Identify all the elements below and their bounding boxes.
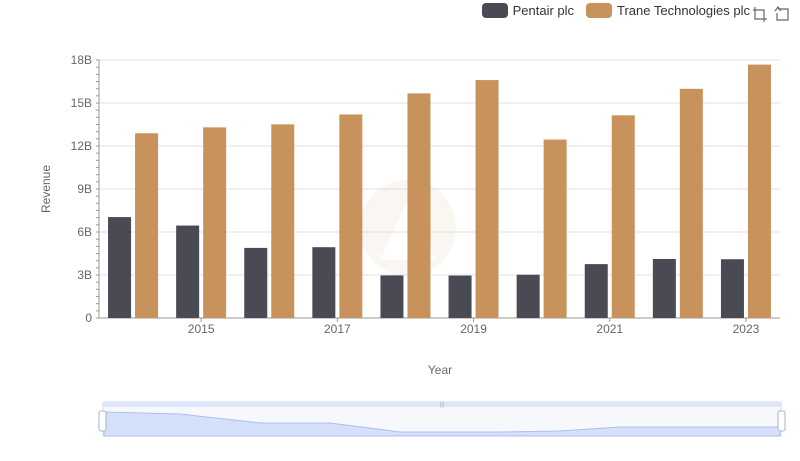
restore-icon[interactable]	[774, 6, 790, 22]
bar-pentair-2017[interactable]	[312, 247, 336, 318]
x-tick-label: 2017	[324, 322, 351, 336]
x-tick-label: 2021	[596, 322, 623, 336]
zoom-handle-right[interactable]	[777, 410, 786, 432]
bars	[108, 64, 771, 319]
y-tick-label: 0	[85, 311, 92, 325]
legend-item-pentair[interactable]: Pentair plc	[481, 3, 575, 18]
bar-pentair-2020[interactable]	[516, 274, 540, 318]
bar-pentair-2014[interactable]	[108, 217, 132, 318]
legend-item-trane[interactable]: Trane Technologies plc	[586, 3, 750, 18]
legend-swatch	[481, 3, 508, 18]
x-tick-label: 2023	[733, 322, 760, 336]
bar-trane-2018[interactable]	[407, 93, 431, 318]
y-axis: 0 3B 6B 9B 12B 15B 18B	[71, 53, 100, 325]
bar-pentair-2023[interactable]	[720, 259, 744, 318]
y-tick-label: 18B	[71, 53, 92, 67]
bar-pentair-2021[interactable]	[584, 264, 608, 318]
x-tick-label: 2015	[188, 322, 215, 336]
bar-trane-2016[interactable]	[271, 124, 295, 319]
y-tick-label: 9B	[77, 182, 92, 196]
x-axis-label: Year	[428, 363, 452, 377]
y-tick-label: 12B	[71, 139, 92, 153]
bar-pentair-2022[interactable]	[652, 258, 676, 318]
bar-pentair-2019[interactable]	[448, 275, 472, 318]
y-tick-label: 15B	[71, 96, 92, 110]
bar-pentair-2018[interactable]	[380, 275, 404, 318]
legend: Pentair plc Trane Technologies plc	[481, 3, 750, 18]
bar-trane-2019[interactable]	[475, 80, 499, 318]
bar-trane-2017[interactable]	[339, 114, 363, 318]
bar-trane-2020[interactable]	[543, 139, 567, 318]
y-tick-label: 6B	[77, 225, 92, 239]
bar-trane-2023[interactable]	[747, 64, 771, 318]
y-tick-label: 3B	[77, 268, 92, 282]
legend-swatch	[586, 3, 613, 18]
bar-trane-2014[interactable]	[135, 133, 159, 318]
x-tick-label: 2019	[460, 322, 487, 336]
zoom-handle-left[interactable]	[98, 410, 107, 432]
data-zoom-slider[interactable]: |||	[98, 401, 786, 437]
y-axis-label: Revenue	[39, 165, 53, 213]
legend-label: Pentair plc	[512, 3, 575, 18]
bar-trane-2015[interactable]	[203, 127, 227, 318]
bar-pentair-2016[interactable]	[244, 247, 268, 318]
x-axis: 2015 2017 2019 2021 2023	[99, 317, 780, 336]
zoom-icon[interactable]	[752, 6, 768, 22]
svg-text:|||: |||	[440, 402, 445, 408]
bar-pentair-2015[interactable]	[176, 225, 200, 318]
bar-trane-2022[interactable]	[679, 88, 703, 318]
legend-label: Trane Technologies plc	[617, 3, 750, 18]
bar-trane-2021[interactable]	[611, 115, 635, 319]
toolbox	[752, 6, 790, 22]
